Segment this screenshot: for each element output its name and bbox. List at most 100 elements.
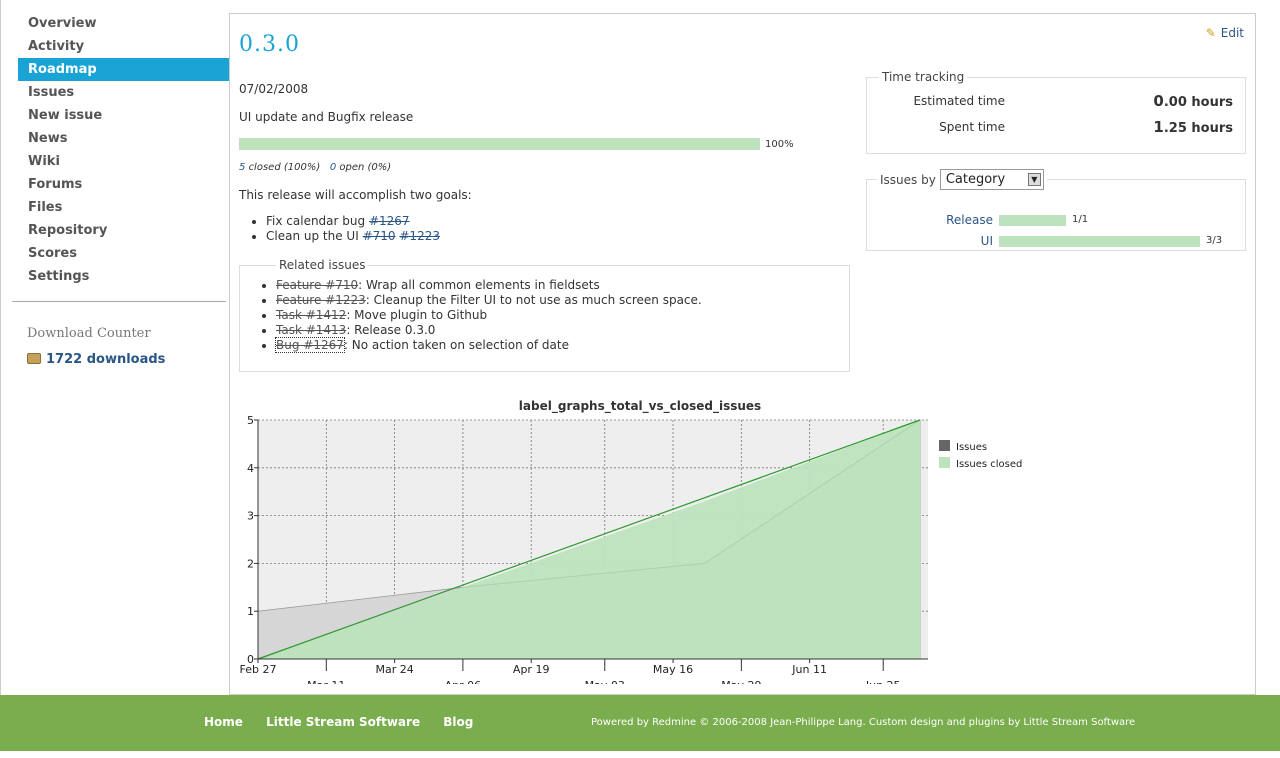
open-count-link[interactable]: 0 xyxy=(329,162,337,173)
issue-link[interactable]: Feature #710 xyxy=(276,278,359,292)
closed-pct: (100%) xyxy=(283,162,321,173)
issue-link[interactable]: #710 xyxy=(362,229,396,243)
sidebar-item-news[interactable]: News xyxy=(1,127,229,150)
x-tick-label: May 03 xyxy=(585,679,625,684)
sidebar-item-issues[interactable]: Issues xyxy=(1,81,229,104)
related-issues-legend: Related issues xyxy=(279,258,366,272)
series-line-issues-closed xyxy=(257,419,921,660)
footer-link-blog[interactable]: Blog xyxy=(443,715,474,729)
goal-text: Clean up the UI xyxy=(266,229,359,243)
sidebar-item-label[interactable]: Settings xyxy=(28,269,90,284)
sidebar-item-label[interactable]: Wiki xyxy=(28,154,60,169)
related-issues-list: Feature #710: Wrap all common elements i… xyxy=(275,278,839,353)
goals-list: Fix calendar bug #1267 Clean up the UI #… xyxy=(266,214,440,244)
sidebar-item-label[interactable]: Forums xyxy=(28,177,83,192)
footer-link-home[interactable]: Home xyxy=(204,715,243,729)
sidebar-item-new-issue[interactable]: New issue xyxy=(1,104,229,127)
issues-by-legend: Issues by Category ▼ xyxy=(877,169,1047,190)
related-issues: Related issues Feature #710: Wrap all co… xyxy=(239,258,850,372)
issue-link[interactable]: Task #1413 xyxy=(276,323,347,337)
package-icon xyxy=(27,353,41,364)
download-count: 1722 downloads xyxy=(46,352,166,367)
x-tick-label: Jun 25 xyxy=(865,679,901,684)
category-select[interactable]: Category ▼ xyxy=(939,169,1044,190)
powered-by: Powered by Redmine © 2006-2008 Jean-Phil… xyxy=(591,717,1136,728)
series-line-issues xyxy=(462,419,921,588)
sidebar-item-label[interactable]: News xyxy=(28,131,68,146)
sidebar-item-wiki[interactable]: Wiki xyxy=(1,150,229,173)
sidebar-item-label[interactable]: Repository xyxy=(28,223,108,238)
progress-info: 5 closed (100%) 0 open (0%) xyxy=(239,162,391,173)
main-menu: Overview Activity Roadmap Issues New iss… xyxy=(1,0,230,288)
estimated-time-value: 0.00 hours xyxy=(1153,92,1233,110)
category-select-value: Category xyxy=(945,172,1006,187)
sidebar: Overview Activity Roadmap Issues New iss… xyxy=(0,0,230,695)
pencil-icon: ✎ xyxy=(1205,26,1216,40)
issue-link[interactable]: #1223 xyxy=(399,229,440,243)
y-tick-label: 2 xyxy=(247,557,254,570)
closed-count-link[interactable]: 5 xyxy=(239,162,246,173)
issues-by: Issues by Category ▼ Release 1/1 UI 3/3 xyxy=(866,169,1246,251)
issue-link[interactable]: Bug #1267 xyxy=(275,337,345,353)
category-row: UI 3/3 xyxy=(867,234,1237,248)
sidebar-item-label[interactable]: Issues xyxy=(28,85,75,100)
sidebar-item-label[interactable]: New issue xyxy=(28,108,103,123)
issue-subject: : Wrap all common elements in fieldsets xyxy=(358,278,600,292)
chart-title: label_graphs_total_vs_closed_issues xyxy=(519,399,761,414)
footer-link-company[interactable]: Little Stream Software xyxy=(266,715,421,729)
edit-button[interactable]: ✎ Edit xyxy=(1206,26,1244,40)
category-row: Release 1/1 xyxy=(867,213,1237,227)
sidebar-item-overview[interactable]: Overview xyxy=(1,12,229,35)
x-tick-label: Apr 19 xyxy=(513,663,550,676)
sidebar-item-label[interactable]: Scores xyxy=(28,246,77,261)
category-bar xyxy=(999,215,1066,226)
issue-link[interactable]: #1267 xyxy=(368,214,410,228)
series-area-issues-closed xyxy=(258,420,920,659)
sidebar-item-label[interactable]: Activity xyxy=(28,39,85,54)
list-item: Feature #710: Wrap all common elements i… xyxy=(276,278,839,293)
y-tick-label: 4 xyxy=(247,462,254,475)
sidebar-item-settings[interactable]: Settings xyxy=(1,265,229,288)
sidebar-divider xyxy=(12,301,226,302)
issue-subject: : Release 0.3.0 xyxy=(346,323,436,337)
sidebar-item-label[interactable]: Overview xyxy=(28,16,97,31)
open-text: open xyxy=(339,162,365,173)
closed-text: closed xyxy=(248,162,281,173)
sidebar-item-activity[interactable]: Activity xyxy=(1,35,229,58)
open-pct: (0%) xyxy=(367,162,392,173)
x-tick-label: May 29 xyxy=(721,679,761,684)
sidebar-item-scores[interactable]: Scores xyxy=(1,242,229,265)
progress-bar xyxy=(239,138,760,150)
list-item: Task #1412: Move plugin to Github xyxy=(276,308,839,323)
sidebar-item-files[interactable]: Files xyxy=(1,196,229,219)
y-tick-label: 5 xyxy=(247,414,254,427)
spent-time-value: 1.25 hours xyxy=(1153,118,1233,136)
estimated-time-label: Estimated time xyxy=(913,94,1005,108)
issue-link[interactable]: Task #1412 xyxy=(276,308,347,322)
legend-label: Issues closed xyxy=(956,459,1022,470)
download-counter-title: Download Counter xyxy=(27,326,151,341)
time-tracking-legend: Time tracking xyxy=(882,70,965,84)
version-description: UI update and Bugfix release xyxy=(239,110,414,124)
list-item: Feature #1223: Cleanup the Filter UI to … xyxy=(276,293,839,308)
category-link[interactable]: UI xyxy=(980,234,993,248)
page-title: 0.3.0 xyxy=(239,32,300,57)
version-date: 07/02/2008 xyxy=(239,82,309,96)
issue-subject: : Move plugin to Github xyxy=(346,308,488,322)
time-tracking-table: Estimated time 0.00 hours Spent time 1.2… xyxy=(879,88,1233,140)
category-bar xyxy=(999,236,1200,247)
spent-time-label: Spent time xyxy=(939,120,1005,134)
sidebar-item-repository[interactable]: Repository xyxy=(1,219,229,242)
edit-label[interactable]: Edit xyxy=(1220,26,1244,40)
goals-intro: This release will accomplish two goals: xyxy=(239,188,472,202)
category-link[interactable]: Release xyxy=(946,213,993,227)
legend-label: Issues xyxy=(956,442,987,453)
sidebar-item-roadmap[interactable]: Roadmap xyxy=(18,58,230,81)
issue-subject: : No action taken on selection of date xyxy=(343,338,569,352)
sidebar-item-forums[interactable]: Forums xyxy=(1,173,229,196)
x-tick-label: Jun 11 xyxy=(791,663,827,676)
sidebar-item-label[interactable]: Files xyxy=(28,200,63,215)
sidebar-item-label[interactable]: Roadmap xyxy=(28,62,97,77)
issue-link[interactable]: Feature #1223 xyxy=(276,293,366,307)
x-tick-label: Mar 24 xyxy=(375,663,413,676)
